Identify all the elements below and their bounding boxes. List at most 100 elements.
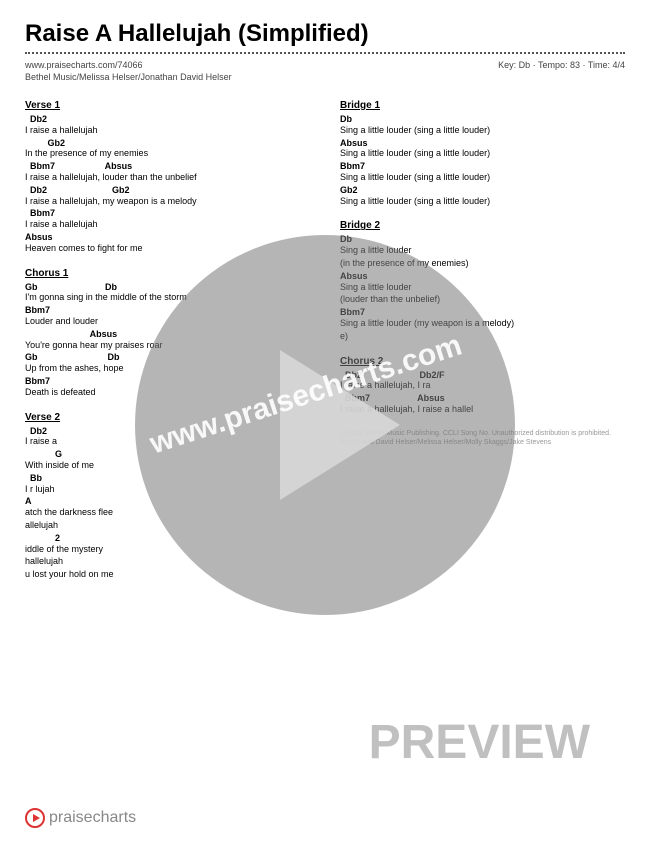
chord-line: Bbm7 xyxy=(340,161,625,172)
copyright: © 2018 Bethel Music Publishing. CCLI Son… xyxy=(340,429,625,447)
left-column: Verse 1 Db2I raise a hallelujah Gb2In th… xyxy=(25,100,310,594)
artists: Bethel Music/Melissa Helser/Jonathan Dav… xyxy=(25,72,625,82)
chord-line: Db2 Gb2 xyxy=(25,185,310,196)
line-pair: BbI r lujah xyxy=(25,473,310,495)
line-pair: Bbm7Louder and louder xyxy=(25,305,310,327)
chord-line: Bbm7 xyxy=(25,305,310,316)
chord-line: Gb Db xyxy=(25,282,310,293)
line-pair: Bbm7 AbsusI raise a hallelujah, louder t… xyxy=(25,161,310,183)
line-pair: DbSing a little louder (sing a little lo… xyxy=(340,114,625,136)
line-pair: Gb DbUp from the ashes, hope xyxy=(25,352,310,374)
footer-brand: praisecharts xyxy=(49,809,136,827)
lyric-line: u lost your hold on me xyxy=(25,569,310,580)
line-pair: Bbm7 Sing a little louder (sing a little… xyxy=(340,161,625,183)
chord-line: A xyxy=(25,496,310,507)
line-pair: e) xyxy=(340,331,625,342)
chord-line: Absus xyxy=(340,138,625,149)
line-pair: Gb2In the presence of my enemies xyxy=(25,138,310,160)
line-pair: Db2 Db2/FI raise a hallelujah, I ra xyxy=(340,370,625,392)
line-pair: Db2I raise a xyxy=(25,426,310,448)
line-pair: u lost your hold on me xyxy=(25,569,310,580)
line-pair: 2 iddle of the mystery xyxy=(25,533,310,555)
chord-line: Db2 xyxy=(25,426,310,437)
chord-line: Absus xyxy=(340,271,625,282)
lyric-line: I'm gonna sing in the middle of the stor… xyxy=(25,292,310,303)
section: Bridge 1DbSing a little louder (sing a l… xyxy=(340,100,625,206)
source-url: www.praisecharts.com/74066 xyxy=(25,60,143,70)
lyric-line: iddle of the mystery xyxy=(25,544,310,555)
section: Chorus 1 Gb DbI'm gonna sing in the middl… xyxy=(25,268,310,398)
lyric-line: I raise a xyxy=(25,436,310,447)
section-title: Bridge 2 xyxy=(340,220,625,231)
line-pair: AbsusYou're gonna hear my praises roar xyxy=(25,329,310,351)
line-pair: Db2 Gb2I raise a hallelujah, my weapon i… xyxy=(25,185,310,207)
lyric-line: Up from the ashes, hope xyxy=(25,363,310,374)
chord-line: Db xyxy=(340,234,625,245)
lyric-line: allelujah xyxy=(25,520,310,531)
lyric-line: I raise a hallelujah, I ra xyxy=(340,380,625,391)
line-pair: Gb DbI'm gonna sing in the middle of the… xyxy=(25,282,310,304)
lyric-line: I raise a hallelujah, my weapon is a mel… xyxy=(25,196,310,207)
lyric-line: (louder than the unbelief) xyxy=(340,294,625,305)
chord-line: Bbm7 Absus xyxy=(340,393,625,404)
line-pair: DbSing a little louder xyxy=(340,234,625,256)
chord-line: Absus xyxy=(25,329,310,340)
line-pair: allelujah xyxy=(25,520,310,531)
section-title: Chorus 1 xyxy=(25,268,310,279)
preview-label: PREVIEW xyxy=(369,715,590,770)
chord-line: 2 xyxy=(25,533,310,544)
section: Chorus 2 Db2 Db2/FI raise a hallelujah, … xyxy=(340,356,625,415)
lyric-line: e) xyxy=(340,331,625,342)
lyric-line: With inside of me xyxy=(25,460,310,471)
chord-line: Gb2 xyxy=(25,138,310,149)
chord-line: G xyxy=(25,449,310,460)
chord-line: Db xyxy=(340,114,625,125)
lyric-line: I raise a hallelujah xyxy=(25,125,310,136)
lyric-line: I raise a hallelujah xyxy=(25,219,310,230)
section-title: Bridge 1 xyxy=(340,100,625,111)
lyric-line: Sing a little louder (sing a little loud… xyxy=(340,125,625,136)
chord-line: Bbm7 xyxy=(25,376,310,387)
chord-line: Db2 xyxy=(25,114,310,125)
section-title: Verse 2 xyxy=(25,412,310,423)
lyric-line: You're gonna hear my praises roar xyxy=(25,340,310,351)
line-pair: A atch the darkness flee xyxy=(25,496,310,518)
chord-line: Gb2 xyxy=(340,185,625,196)
section: Verse 1 Db2I raise a hallelujah Gb2In th… xyxy=(25,100,310,254)
section-title: Verse 1 xyxy=(25,100,310,111)
section: Verse 2 Db2I raise a GWith inside of me … xyxy=(25,412,310,580)
chord-line: Absus xyxy=(25,232,310,243)
meta-row: www.praisecharts.com/74066 Key: Db · Tem… xyxy=(25,60,625,70)
chord-line: Db2 Db2/F xyxy=(340,370,625,381)
song-title: Raise A Hallelujah (Simplified) xyxy=(25,20,625,48)
lyric-line: In the presence of my enemies xyxy=(25,148,310,159)
line-pair: Absus Sing a little louder (sing a littl… xyxy=(340,138,625,160)
lyric-line: Sing a little louder (sing a little loud… xyxy=(340,148,625,159)
lyric-line: Heaven comes to fight for me xyxy=(25,243,310,254)
lyric-line: hallelujah xyxy=(25,556,310,567)
line-pair: Bbm7Death is defeated xyxy=(25,376,310,398)
lyric-line: Sing a little louder (sing a little loud… xyxy=(340,196,625,207)
line-pair: Bbm7Sing a little louder (my weapon is a… xyxy=(340,307,625,329)
line-pair: Db2I raise a hallelujah xyxy=(25,114,310,136)
content-columns: Verse 1 Db2I raise a hallelujah Gb2In th… xyxy=(25,100,625,594)
lyric-line: Death is defeated xyxy=(25,387,310,398)
line-pair: Bbm7I raise a hallelujah xyxy=(25,208,310,230)
line-pair: AbsusHeaven comes to fight for me xyxy=(25,232,310,254)
lyric-line: I raise a hallelujah, I raise a hallel xyxy=(340,404,625,415)
divider xyxy=(25,52,625,54)
lyric-line: Sing a little louder xyxy=(340,282,625,293)
line-pair: hallelujah xyxy=(25,556,310,567)
lyric-line: Sing a little louder (sing a little loud… xyxy=(340,172,625,183)
lyric-line: (in the presence of my enemies) xyxy=(340,258,625,269)
line-pair: Gb2Sing a little louder (sing a little l… xyxy=(340,185,625,207)
lyric-line: atch the darkness flee xyxy=(25,507,310,518)
line-pair: Bbm7 AbsusI raise a hallelujah, I raise … xyxy=(340,393,625,415)
chord-line: Bbm7 xyxy=(25,208,310,219)
footer-logo: praisecharts xyxy=(25,808,136,828)
lyric-line: I r lujah xyxy=(25,484,310,495)
lyric-line: Sing a little louder (my weapon is a mel… xyxy=(340,318,625,329)
section: Bridge 2DbSing a little louder(in the pr… xyxy=(340,220,625,341)
lyric-line: I raise a hallelujah, louder than the un… xyxy=(25,172,310,183)
right-column: Bridge 1DbSing a little louder (sing a l… xyxy=(340,100,625,594)
